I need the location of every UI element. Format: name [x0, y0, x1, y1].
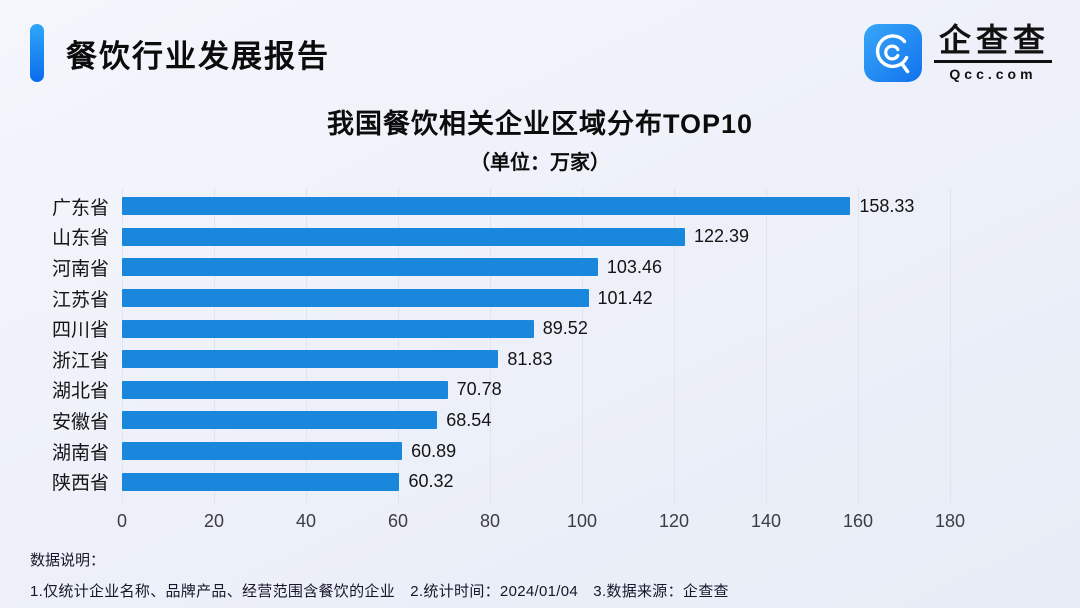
bar-value-label: 70.78 [456, 379, 502, 400]
report-header: 餐饮行业发展报告 企查查 Qcc.com [0, 0, 1080, 86]
bar-track: 122.39 [122, 226, 950, 247]
category-label: 四川省 [51, 320, 109, 342]
report-header-left: 餐饮行业发展报告 [30, 24, 330, 82]
data-notes: 数据说明： 1.仅统计企业名称、品牌产品、经营范围含餐饮的企业 2.统计时间：2… [30, 549, 1080, 601]
category-label: 江苏省 [51, 289, 109, 311]
x-tick-label: 0 [116, 510, 128, 531]
bar-value-label: 60.89 [411, 440, 457, 461]
chart-title: 我国餐饮相关企业区域分布TOP10 [326, 109, 754, 139]
data-notes-text: 1.仅统计企业名称、品牌产品、经营范围含餐饮的企业 2.统计时间：2024/01… [30, 582, 729, 600]
bar-track: 103.46 [122, 257, 950, 278]
chart-row: 湖南省 60.89 [22, 436, 1050, 467]
qcc-logo-name: 企查查 [933, 23, 1052, 64]
bar-track: 158.33 [122, 196, 950, 217]
chart-row: 湖北省 70.78 [22, 375, 1050, 406]
qcc-logo-text: 企查查 Qcc.com [933, 23, 1052, 83]
category-label: 广东省 [51, 197, 109, 219]
chart-rows-wrap: 广东省 158.33 山东省 122.39 河南省 103.46 江苏省 101.42 四川省 8… [22, 188, 1050, 504]
chart-row: 四川省 89.52 [22, 313, 1050, 344]
data-notes-heading: 数据说明： [30, 551, 106, 569]
category-label: 湖北省 [51, 381, 109, 403]
chart-row: 浙江省 81.83 [22, 344, 1050, 375]
bar-track: 70.78 [122, 379, 950, 400]
chart-subtitle: （单位：万家） [470, 152, 610, 174]
category-label: 山东省 [51, 228, 109, 250]
bar-value-label: 68.54 [446, 409, 492, 430]
bar-value-label: 122.39 [693, 226, 750, 247]
bar-value-label: 103.46 [606, 256, 662, 277]
qcc-magnifier-icon [863, 24, 922, 82]
x-tick-label: 60 [387, 510, 408, 531]
bar-chart: 广东省 158.33 山东省 122.39 河南省 103.46 江苏省 101.42 四川省 8… [22, 188, 1050, 533]
category-label: 浙江省 [51, 350, 109, 372]
chart-row: 江苏省 101.42 [22, 283, 1050, 314]
category-label: 陕西省 [51, 473, 109, 495]
bar-江苏省 [122, 289, 589, 308]
bar-陕西省 [122, 472, 400, 491]
x-tick-label: 140 [750, 510, 782, 531]
qcc-logo-domain: Qcc.com [949, 66, 1037, 83]
bar-湖南省 [122, 442, 403, 461]
x-tick-label: 100 [566, 510, 598, 531]
bar-安徽省 [122, 411, 438, 430]
chart-row: 陕西省 60.32 [22, 466, 1050, 497]
category-label: 安徽省 [51, 411, 109, 433]
x-axis: 0 20 40 60 80 100 120 140 160 180 [117, 507, 965, 533]
bar-广东省 [122, 197, 851, 216]
x-tick-label: 160 [842, 510, 874, 531]
bar-河南省 [122, 258, 598, 277]
chart-row: 广东省 158.33 [22, 191, 1050, 222]
qcc-logo: 企查查 Qcc.com [863, 23, 1052, 83]
x-tick-label: 120 [658, 510, 690, 531]
bar-track: 89.52 [122, 318, 950, 339]
bar-track: 60.89 [122, 441, 950, 462]
bar-value-label: 60.32 [408, 471, 454, 492]
bar-value-label: 158.33 [859, 195, 915, 216]
chart-rows: 广东省 158.33 山东省 122.39 河南省 103.46 江苏省 101.42 四川省 8… [22, 191, 1050, 497]
bar-track: 101.42 [122, 288, 950, 309]
x-tick-label: 40 [295, 510, 317, 531]
chart-row: 河南省 103.46 [22, 252, 1050, 283]
bar-track: 68.54 [122, 410, 950, 431]
chart-row: 安徽省 68.54 [22, 405, 1050, 436]
x-tick-label: 80 [479, 510, 501, 531]
report-title: 餐饮行业发展报告 [66, 38, 330, 74]
bar-value-label: 89.52 [542, 318, 588, 339]
chart-row: 山东省 122.39 [22, 222, 1050, 253]
bar-track: 81.83 [122, 349, 950, 370]
bar-湖北省 [122, 380, 448, 399]
bar-value-label: 81.83 [507, 348, 553, 369]
x-tick-label: 20 [203, 510, 225, 531]
bar-四川省 [122, 319, 534, 338]
category-label: 湖南省 [51, 442, 109, 464]
bar-track: 60.32 [122, 471, 950, 492]
bar-value-label: 101.42 [597, 287, 653, 308]
bar-山东省 [122, 227, 685, 246]
category-label: 河南省 [51, 258, 109, 280]
accent-pill [30, 24, 44, 82]
x-tick-label: 180 [934, 510, 966, 531]
bar-浙江省 [122, 350, 499, 369]
